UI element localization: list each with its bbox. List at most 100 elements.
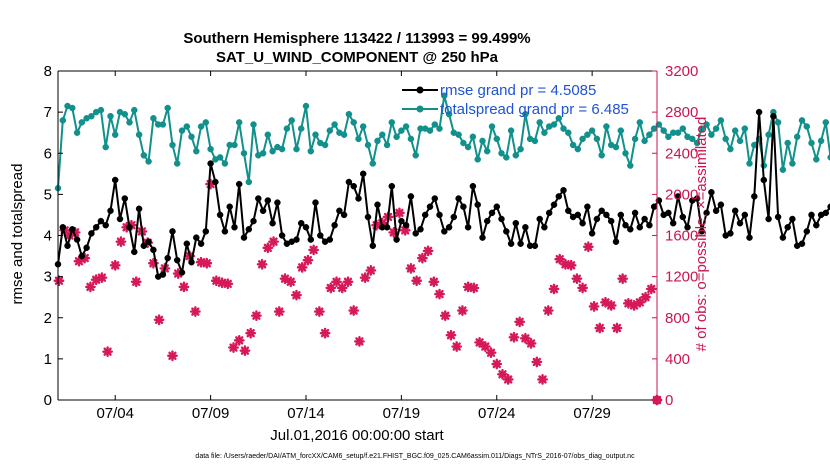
rmse-point [703,209,710,217]
totalspread-point [731,127,739,134]
y-left-tick-label: 8 [44,63,52,80]
totalspread-point [741,125,749,132]
rmse-point [235,180,243,188]
obs-assimilated-marker [428,276,440,288]
obs-assimilated-marker [96,272,108,284]
rmse-point [612,238,620,245]
obs-assimilated-marker [256,258,268,270]
rmse-point [412,230,419,237]
legend-swatch-marker [416,105,424,113]
obs-assimilated-marker [514,316,526,328]
totalspread-point [173,160,181,167]
totalspread-point [693,139,701,147]
totalspread-point [503,154,510,161]
totalspread-point [765,131,772,138]
data-file-footer: data file: /Users/raeder/DAI/ATM_forcXX/… [195,453,635,460]
totalspread-point [264,131,272,138]
rmse-point [588,230,596,237]
totalspread-point [483,147,491,155]
x-tick-label: 07/14 [287,405,325,422]
totalspread-point [627,162,634,169]
totalspread-point [588,127,596,134]
totalspread-point [412,152,419,159]
rmse-point [727,230,734,237]
rmse-point [493,203,501,210]
y-left-tick-label: 2 [44,310,52,327]
obs-assimilated-marker [445,329,457,341]
totalspread-point [245,178,253,186]
y-right-tick-label: 2800 [665,104,698,121]
totalspread-point [460,139,467,147]
totalspread-line [57,94,830,189]
totalspread-point [402,123,410,130]
obs-assimilated-marker [273,306,285,317]
rmse-point [336,207,343,215]
rmse-point [517,240,524,247]
obs-assimilated-marker [554,253,566,265]
rmse-point [665,209,672,217]
rmse-point [226,203,233,210]
rmse-point [398,217,405,225]
rmse-point [445,224,453,231]
rmse-point [731,207,739,215]
totalspread-point [436,125,443,132]
rmse-point [827,203,830,210]
rmse-point [441,228,448,235]
rmse-point [269,219,276,227]
rmse-point [107,207,114,215]
rmse-point [350,182,357,190]
obs-assimilated-marker [167,350,178,362]
rmse-point [245,226,253,233]
totalspread-point [536,119,543,126]
rmse-point [121,195,129,202]
obs-assimilated-marker [548,283,560,295]
rmse-point [464,224,472,231]
totalspread-point [293,145,300,153]
totalspread-point [507,127,515,134]
rmse-point [522,224,529,231]
totalspread-point [565,129,572,136]
rmse-point [736,219,744,227]
totalspread-point [531,137,539,145]
totalspread-point [584,131,591,138]
totalspread-point [240,150,248,157]
totalspread-point [498,150,505,157]
totalspread-point [302,102,310,110]
totalspread-point [73,129,81,136]
y-right-tick-label: 800 [665,310,690,327]
rmse-point [455,195,462,202]
obs-assimilated-marker [617,273,629,285]
totalspread-point [216,154,224,161]
obs-assimilated-marker [201,257,213,269]
rmse-point [150,246,157,254]
y-left-tick-label: 3 [44,269,52,286]
totalspread-point [78,119,86,126]
obs-assimilated-marker [411,275,423,287]
rmse-point [708,189,715,196]
totalspread-point [665,133,672,141]
x-tick-label: 07/24 [478,405,516,422]
totalspread-point [145,158,152,165]
rmse-point [293,236,300,243]
obs-assimilated-marker [394,207,405,219]
totalspread-point [827,154,830,161]
totalspread-point [169,141,176,149]
rmse-point [479,234,486,241]
obs-assimilated-marker [605,300,617,311]
obs-assimilated-marker [565,259,577,271]
rmse-point [388,182,396,190]
rmse-point [393,236,400,243]
totalspread-point [512,152,520,159]
obs-assimilated-marker [130,276,142,288]
y-left-tick-label: 1 [44,351,52,368]
rmse-point [593,215,601,223]
totalspread-point [598,152,605,159]
totalspread-point [278,145,286,153]
totalspread-point [221,160,229,167]
rmse-point [212,178,219,186]
totalspread-point [479,137,486,145]
totalspread-point [321,141,329,149]
totalspread-point [464,143,472,151]
totalspread-point [808,139,815,147]
totalspread-point [445,110,453,118]
